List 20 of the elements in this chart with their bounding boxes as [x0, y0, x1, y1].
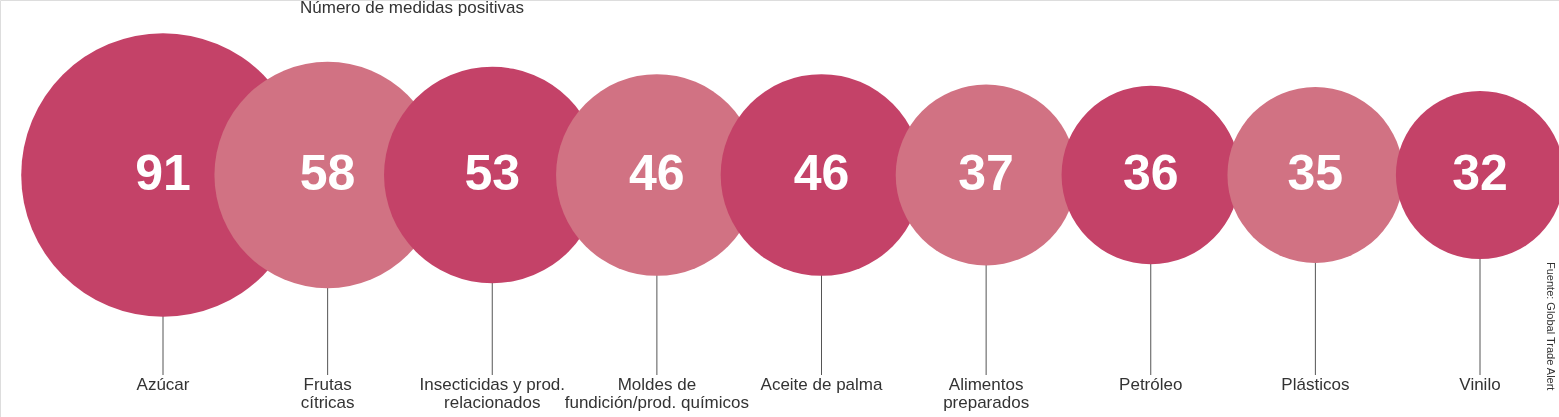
data-label: 37	[958, 145, 1014, 201]
data-label: 53	[464, 145, 521, 201]
data-label: 35	[1287, 145, 1344, 201]
category-label: Frutas cítricas	[300, 375, 355, 412]
text: Número de medidas positivas	[300, 0, 524, 17]
category-label: Insecticidas y prod. relacionados	[419, 375, 566, 412]
category-label: Moldes de fundición/prod. químicos	[564, 375, 750, 412]
category-label: Alimentos preparados	[943, 375, 1030, 412]
data-label: 36	[1122, 145, 1179, 201]
data-label: 58	[299, 145, 356, 201]
category-label: Azúcar	[136, 375, 190, 394]
data-label: 91	[135, 145, 191, 201]
data-label: 32	[1452, 145, 1508, 201]
category-label: Aceite de palma	[760, 375, 883, 394]
category-label: Plásticos	[1281, 375, 1350, 394]
category-label: Vinilo	[1459, 375, 1501, 394]
category-label: Petróleo	[1119, 375, 1183, 394]
source-note: Fuente: Global Trade Alert	[1545, 262, 1557, 391]
data-label: 46	[793, 145, 850, 201]
data-label: 46	[629, 145, 685, 201]
